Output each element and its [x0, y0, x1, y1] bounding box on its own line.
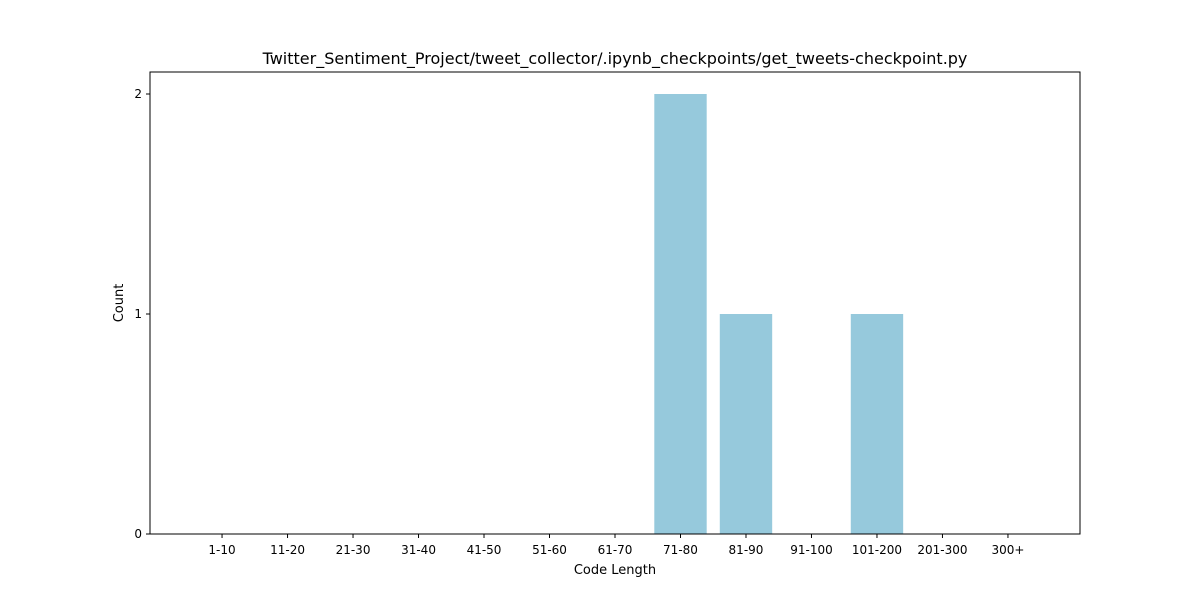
- x-tick-label: 21-30: [336, 543, 371, 557]
- x-tick-label: 91-100: [790, 543, 833, 557]
- x-tick-label: 1-10: [208, 543, 235, 557]
- y-tick-label: 1: [134, 307, 142, 321]
- y-tick-label: 2: [134, 87, 142, 101]
- x-tick-label: 201-300: [917, 543, 967, 557]
- bar-101-200: [850, 314, 904, 534]
- y-tick-label: 0: [134, 527, 142, 541]
- x-tick-label: 41-50: [467, 543, 502, 557]
- x-tick-label: 61-70: [598, 543, 633, 557]
- x-tick-label: 71-80: [663, 543, 698, 557]
- x-axis-ticks: 1-10 11-20 21-30 31-40 41-50 51-60 61-70 71-80 8…: [208, 534, 1024, 557]
- x-tick-label: 300+: [991, 543, 1024, 557]
- bar-71-80: [654, 94, 707, 534]
- x-axis-label: Code Length: [574, 563, 656, 578]
- y-axis-ticks: 0 1 2: [134, 87, 150, 541]
- x-tick-label: 51-60: [532, 543, 567, 557]
- bar-81-90: [719, 314, 773, 534]
- bars-group: [654, 94, 904, 534]
- y-axis-label: Count: [112, 284, 127, 323]
- x-tick-label: 11-20: [270, 543, 305, 557]
- x-tick-label: 101-200: [852, 543, 902, 557]
- x-tick-label: 31-40: [401, 543, 436, 557]
- x-tick-label: 81-90: [729, 543, 764, 557]
- chart-title: Twitter_Sentiment_Project/tweet_collecto…: [262, 49, 968, 69]
